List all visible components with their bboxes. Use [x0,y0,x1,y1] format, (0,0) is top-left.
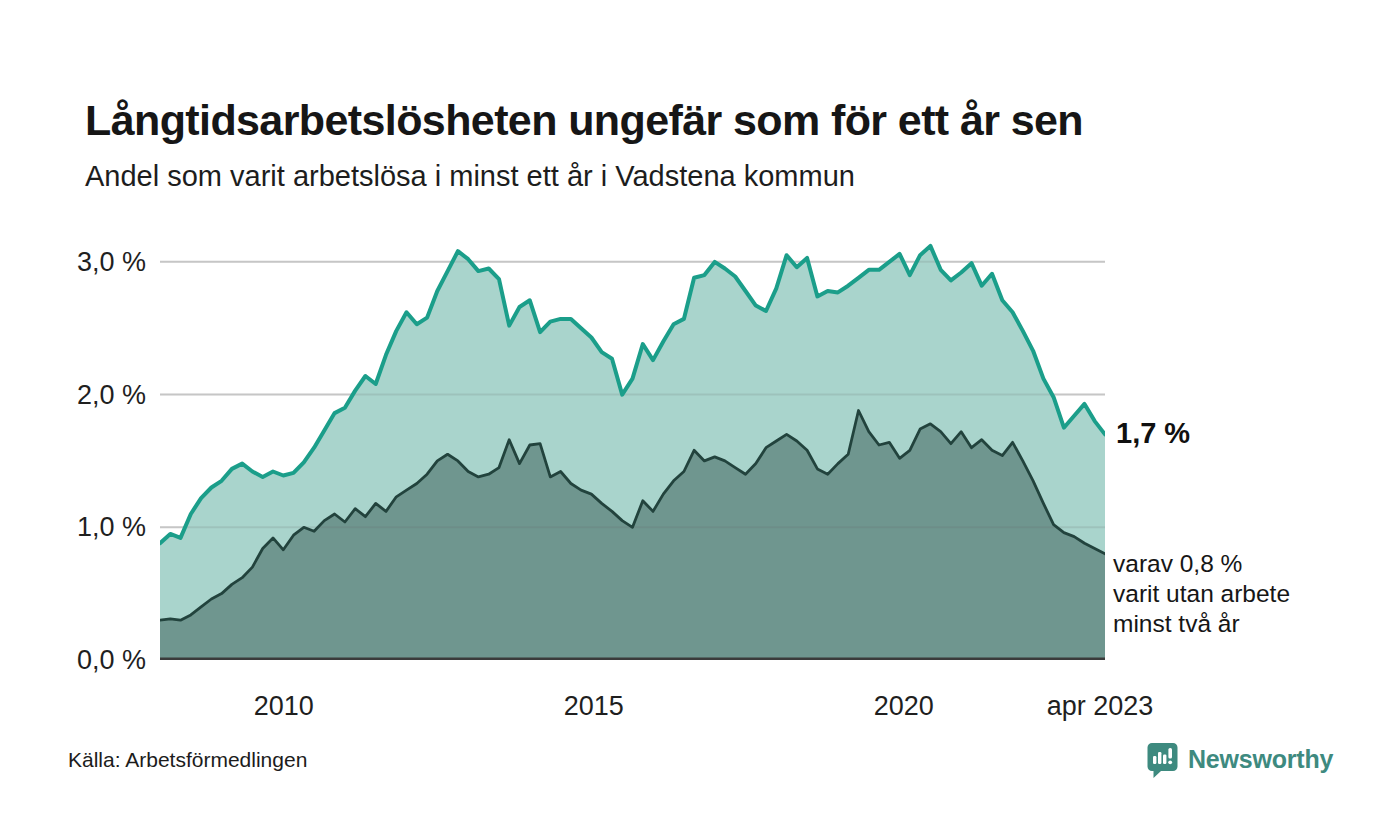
x-tick-label: 2015 [494,690,694,722]
subset-label-line: varit utan arbete [1113,579,1290,609]
chart-canvas: Långtidsarbetslösheten ungefär som för e… [0,0,1400,840]
x-tick-label: apr 2023 [1000,690,1200,722]
y-tick-label: 2,0 % [0,380,146,410]
area-chart [160,230,1105,660]
subset-label-line: minst två år [1113,609,1290,639]
series-end-label-one-year: 1,7 % [1116,417,1190,450]
x-tick-label: 2020 [804,690,1004,722]
newsworthy-logo: Newsworthy [1146,740,1333,778]
plot-area [160,230,1105,660]
subset-label-line: varav 0,8 % [1113,549,1290,579]
y-tick-label: 3,0 % [0,247,146,277]
series-end-label-two-years: varav 0,8 % varit utan arbete minst två … [1113,549,1290,639]
page-title: Långtidsarbetslösheten ungefär som för e… [85,97,1375,144]
chart-subtitle: Andel som varit arbetslösa i minst ett å… [85,160,1285,193]
x-tick-label: 2010 [184,690,384,722]
y-tick-label: 1,0 % [0,512,146,542]
brand-name: Newsworthy [1188,745,1333,774]
source-text: Källa: Arbetsförmedlingen [68,748,307,772]
newsworthy-bubble-icon [1146,740,1179,778]
y-tick-label: 0,0 % [0,645,146,675]
